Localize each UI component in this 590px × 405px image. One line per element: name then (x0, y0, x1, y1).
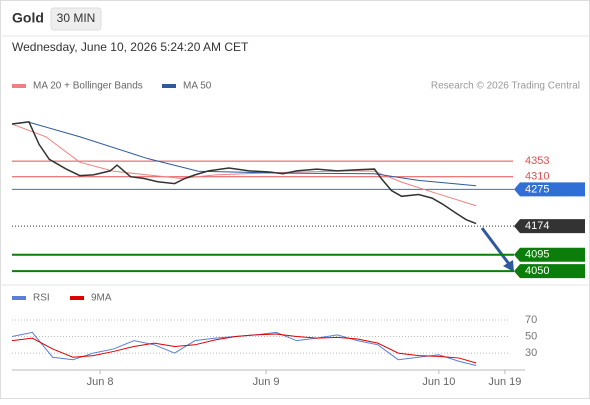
legend-label: RSI (33, 293, 50, 304)
legend-label: MA 50 (183, 81, 212, 92)
timestamp: Wednesday, June 10, 2026 5:24:20 AM CET (12, 40, 249, 54)
x-tick-label: Jun 10 (422, 376, 455, 388)
level-label: 4275 (525, 183, 549, 195)
y-tick-label: 30 (525, 347, 537, 359)
credit: Research © 2026 Trading Central (431, 81, 580, 92)
level-label: 4353 (525, 155, 549, 167)
level-label: 4174 (525, 220, 549, 232)
x-tick-label: Jun 8 (87, 376, 114, 388)
legend-swatch (12, 84, 26, 88)
legend-swatch (12, 296, 26, 300)
y-tick-label: 70 (525, 314, 537, 326)
level-box (514, 247, 585, 262)
y-tick-label: 50 (525, 330, 537, 342)
level-box (514, 264, 585, 279)
x-tick-label: Jun 9 (253, 376, 280, 388)
legend-label: 9MA (91, 293, 112, 304)
series-line (28, 121, 477, 187)
legend-swatch (70, 296, 84, 300)
legend-label: MA 20 + Bollinger Bands (33, 81, 143, 92)
instrument: Gold (12, 10, 44, 26)
level-label: 4050 (525, 265, 549, 277)
legend-swatch (162, 84, 176, 88)
forecast-arrow-head (503, 260, 514, 272)
series-line (11, 333, 477, 364)
level-label: 4095 (525, 249, 549, 261)
interval-button[interactable] (50, 7, 102, 31)
series-line (11, 123, 477, 207)
level-box (514, 219, 585, 234)
level-label: 4310 (525, 171, 549, 183)
interval[interactable]: 30 MIN (57, 11, 96, 25)
price-line (11, 121, 477, 225)
forecast-arrow (480, 227, 511, 265)
x-tick-label: Jun 19 (488, 376, 521, 388)
level-box (514, 182, 585, 197)
